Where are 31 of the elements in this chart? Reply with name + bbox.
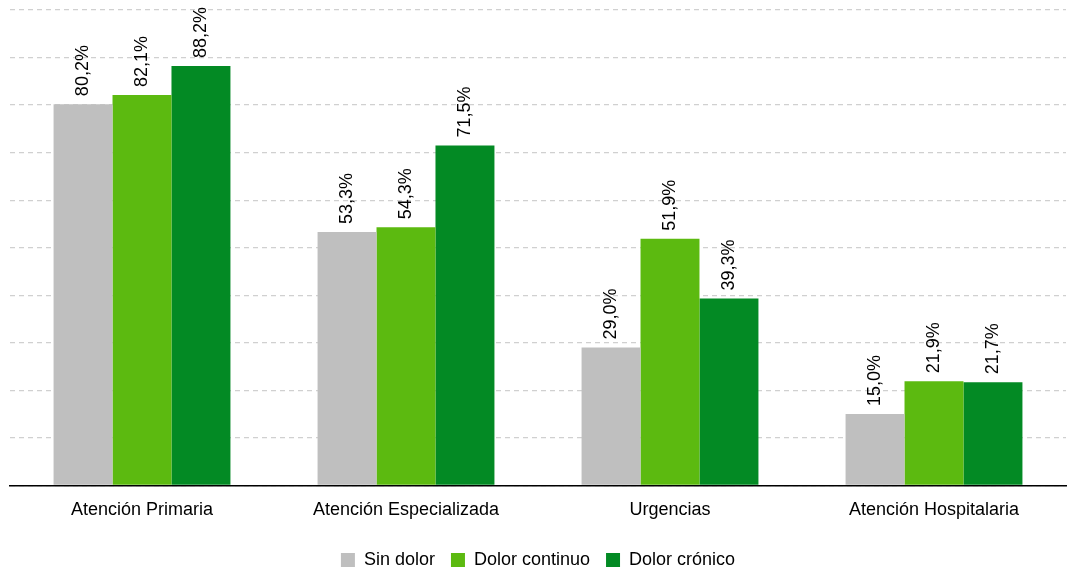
data-label: 15,0% bbox=[864, 355, 885, 407]
bar bbox=[845, 414, 905, 485]
data-label: 88,2% bbox=[189, 7, 210, 59]
bar bbox=[963, 382, 1023, 485]
data-label: 82,1% bbox=[130, 36, 151, 88]
data-label: 21,7% bbox=[981, 323, 1002, 375]
x-tick-label: Atención Hospitalaria bbox=[848, 499, 1021, 520]
bar bbox=[171, 66, 231, 485]
x-tick-label: Urgencias bbox=[629, 499, 711, 520]
data-label: 39,3% bbox=[717, 239, 738, 291]
bar bbox=[699, 298, 759, 485]
data-label: 80,2% bbox=[72, 45, 93, 97]
bar bbox=[376, 227, 436, 485]
bar bbox=[640, 238, 700, 485]
data-label: 29,0% bbox=[600, 288, 621, 340]
legend-label: Dolor crónico bbox=[629, 548, 736, 569]
x-tick-label: Atención Primaria bbox=[70, 499, 215, 520]
data-label: 51,9% bbox=[658, 179, 679, 231]
data-label: 54,3% bbox=[394, 168, 415, 220]
bar bbox=[581, 347, 641, 485]
bar bbox=[317, 232, 377, 485]
bar bbox=[53, 104, 113, 485]
legend-label: Dolor continuo bbox=[473, 548, 591, 569]
data-label: 71,5% bbox=[453, 86, 474, 138]
legend-label: Sin dolor bbox=[363, 548, 435, 569]
bar bbox=[904, 381, 964, 485]
data-label: 53,3% bbox=[336, 172, 357, 225]
bar bbox=[435, 145, 495, 485]
bar bbox=[112, 95, 172, 485]
data-label: 21,9% bbox=[922, 322, 943, 374]
x-tick-label: Atención Especializada bbox=[312, 499, 501, 520]
